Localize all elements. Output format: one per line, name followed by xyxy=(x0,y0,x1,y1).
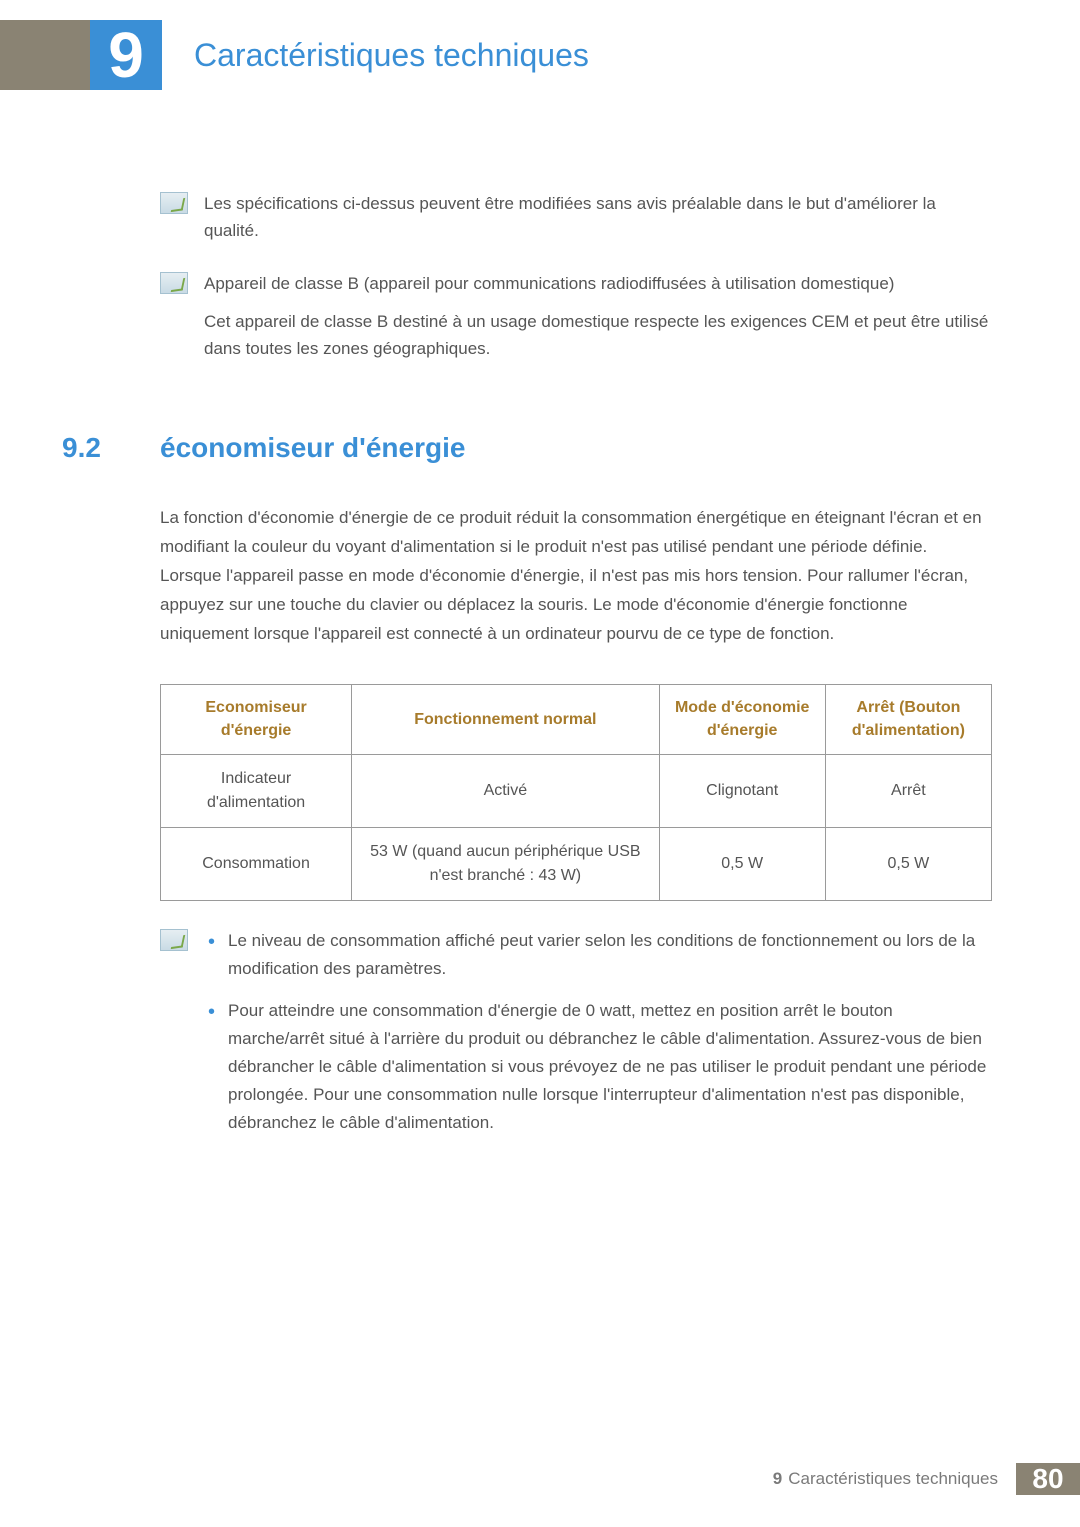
section-body: La fonction d'économie d'énergie de ce p… xyxy=(160,504,992,648)
note-block: Appareil de classe B (appareil pour comm… xyxy=(160,270,992,362)
footer-text: 9 Caractéristiques techniques xyxy=(773,1463,1016,1495)
footer-chapter-title: Caractéristiques techniques xyxy=(788,1469,998,1489)
note-block: Les spécifications ci-dessus peuvent êtr… xyxy=(160,190,992,244)
energy-table: Economiseur d'énergie Fonctionnement nor… xyxy=(160,684,992,901)
table-cell: 53 W (quand aucun périphérique USB n'est… xyxy=(352,828,659,901)
note-icon xyxy=(160,929,188,951)
table-cell: Consommation xyxy=(161,828,352,901)
page-footer: 9 Caractéristiques techniques 80 xyxy=(773,1463,1080,1495)
note-text: Les spécifications ci-dessus peuvent êtr… xyxy=(204,190,992,244)
note-text: Appareil de classe B (appareil pour comm… xyxy=(204,270,992,362)
table-header-row: Economiseur d'énergie Fonctionnement nor… xyxy=(161,685,992,755)
table-row: Indicateur d'alimentation Activé Clignot… xyxy=(161,755,992,828)
table-header-cell: Arrêt (Bouton d'alimentation) xyxy=(825,685,991,755)
notes-list: Le niveau de consommation affiché peut v… xyxy=(204,927,992,1151)
note-paragraph: Appareil de classe B (appareil pour comm… xyxy=(204,270,992,297)
table-cell: Indicateur d'alimentation xyxy=(161,755,352,828)
note-paragraph: Les spécifications ci-dessus peuvent êtr… xyxy=(204,190,992,244)
table-cell: Activé xyxy=(352,755,659,828)
table-cell: Arrêt xyxy=(825,755,991,828)
section-title: économiseur d'énergie xyxy=(160,432,465,464)
note-paragraph: Cet appareil de classe B destiné à un us… xyxy=(204,308,992,362)
page-content: Les spécifications ci-dessus peuvent êtr… xyxy=(160,190,992,1152)
section-heading: 9.2 économiseur d'énergie xyxy=(62,432,992,464)
note-icon xyxy=(160,192,188,214)
table-cell: 0,5 W xyxy=(659,828,825,901)
section-number: 9.2 xyxy=(62,432,160,464)
table-header-cell: Fonctionnement normal xyxy=(352,685,659,755)
chapter-number: 9 xyxy=(108,23,144,87)
footer-page-number: 80 xyxy=(1016,1463,1080,1495)
footer-chapter-number: 9 xyxy=(773,1469,782,1489)
notes-bottom-block: Le niveau de consommation affiché peut v… xyxy=(160,927,992,1151)
list-item: Le niveau de consommation affiché peut v… xyxy=(204,927,992,983)
chapter-number-box: 9 xyxy=(90,20,162,90)
list-item: Pour atteindre une consommation d'énergi… xyxy=(204,997,992,1137)
note-icon xyxy=(160,272,188,294)
table-header-cell: Mode d'économie d'énergie xyxy=(659,685,825,755)
table-header-cell: Economiseur d'énergie xyxy=(161,685,352,755)
table-cell: 0,5 W xyxy=(825,828,991,901)
chapter-title: Caractéristiques techniques xyxy=(194,37,589,74)
table-cell: Clignotant xyxy=(659,755,825,828)
chapter-title-wrap: Caractéristiques techniques xyxy=(162,20,1080,90)
table-row: Consommation 53 W (quand aucun périphéri… xyxy=(161,828,992,901)
